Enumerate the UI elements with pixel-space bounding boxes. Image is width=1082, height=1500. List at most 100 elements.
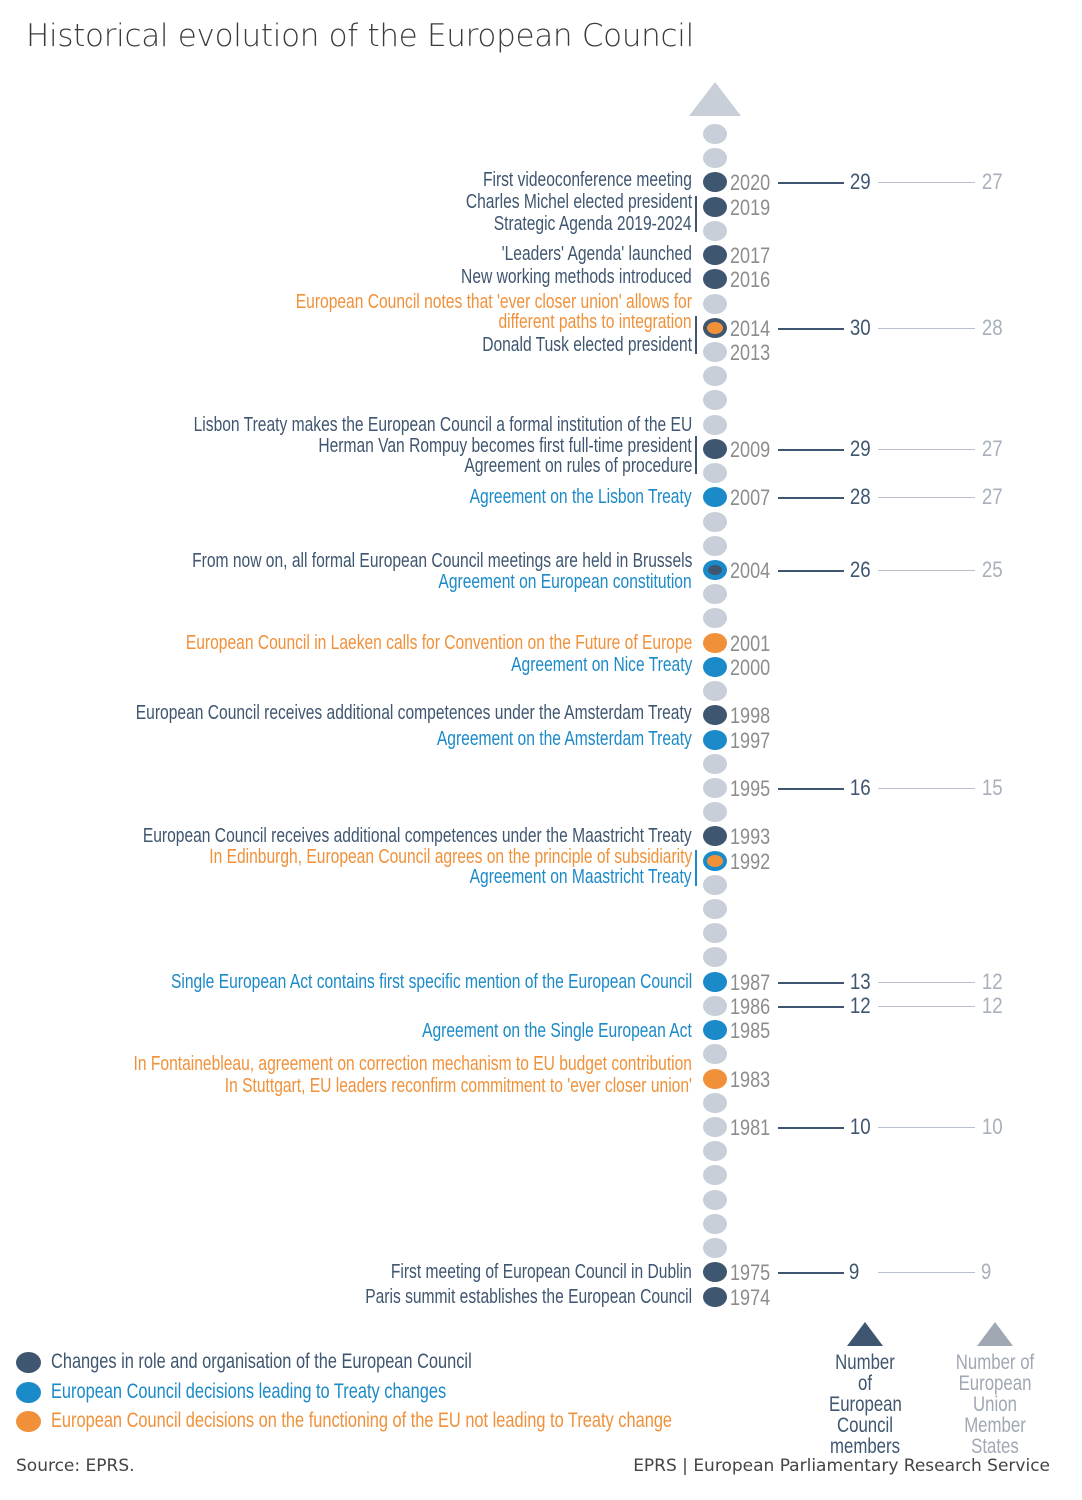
council-line <box>778 569 844 572</box>
column-header-label: Number of European Union Member States <box>955 1351 1035 1458</box>
states-count: 25 <box>981 556 1003 582</box>
timeline-dot <box>703 463 727 484</box>
states-count: 27 <box>981 484 1003 510</box>
event-label: Agreement on European constitution <box>438 571 692 593</box>
year-label: 2001 <box>730 630 771 656</box>
event-label: Agreement on the Amsterdam Treaty <box>437 728 692 750</box>
column-header-states: Number of European Union Member States <box>925 1322 1065 1457</box>
timeline-dot <box>703 172 727 193</box>
event-label: Paris summit establishes the European Co… <box>365 1286 692 1308</box>
timeline-dot <box>703 899 727 920</box>
event-label: In Fontainebleau, agreement on correctio… <box>133 1053 692 1075</box>
states-count: 28 <box>981 314 1003 340</box>
timeline-dot <box>703 559 727 580</box>
event-label: New working methods introduced <box>461 266 692 288</box>
timeline-dot <box>703 995 727 1016</box>
timeline-dot <box>703 1165 727 1186</box>
event-bracket <box>695 436 697 474</box>
states-count: 10 <box>981 1114 1003 1140</box>
timeline-dot <box>703 124 727 144</box>
triangle-up-icon <box>847 1322 883 1346</box>
column-header-label: Number of European Council members <box>829 1351 902 1458</box>
column-header-council: Number of European Council members <box>795 1322 935 1457</box>
event-label: Single European Act contains first speci… <box>170 971 692 993</box>
states-line <box>878 497 975 499</box>
timeline-arrow-icon <box>689 82 741 116</box>
page-title: Historical evolution of the European Cou… <box>26 18 694 54</box>
timeline-dot <box>703 414 727 435</box>
timeline-dot <box>703 269 727 290</box>
timeline-dot <box>703 826 727 847</box>
year-label: 2009 <box>730 436 771 462</box>
timeline-dot <box>703 196 727 217</box>
timeline-dot <box>703 777 727 798</box>
council-line <box>778 448 844 451</box>
legend-dot-icon <box>16 1410 41 1432</box>
year-label: 2014 <box>730 315 771 341</box>
states-count: 15 <box>981 774 1003 800</box>
timeline-dot <box>703 681 727 702</box>
legend-label: Changes in role and organisation of the … <box>51 1350 472 1374</box>
timeline-dot <box>703 317 727 338</box>
event-label: European Council in Laeken calls for Con… <box>185 632 692 654</box>
timeline-dot <box>703 1141 727 1162</box>
event-label: Agreement on Nice Treaty <box>510 654 692 676</box>
states-line <box>878 787 975 789</box>
event-label: different paths to integration <box>498 311 692 333</box>
timeline-dot <box>703 1213 727 1234</box>
timeline-dot <box>703 341 727 362</box>
timeline-dot <box>703 1068 727 1089</box>
year-label: 1993 <box>730 824 771 850</box>
states-line <box>878 448 975 450</box>
event-label: Donald Tusk elected president <box>482 334 692 356</box>
year-label: 1992 <box>730 848 771 874</box>
timeline-dot <box>703 656 727 677</box>
year-label: 1995 <box>730 775 771 801</box>
council-line <box>778 182 844 185</box>
council-line <box>778 981 844 984</box>
timeline-dot <box>703 148 727 169</box>
year-label: 1975 <box>730 1260 771 1286</box>
event-label: In Edinburgh, European Council agrees on… <box>208 846 692 868</box>
event-label: 'Leaders' Agenda' launched <box>501 243 692 265</box>
timeline-dot <box>703 1092 727 1113</box>
year-label: 1985 <box>730 1018 771 1044</box>
triangle-up-icon <box>977 1322 1013 1346</box>
legend-label: European Council decisions on the functi… <box>51 1409 673 1433</box>
council-count: 9 <box>848 1259 860 1285</box>
council-line <box>778 327 844 330</box>
states-count: 9 <box>980 1259 992 1285</box>
council-count: 30 <box>849 314 871 340</box>
year-label: 1974 <box>730 1284 771 1310</box>
timeline-dot <box>703 511 727 532</box>
timeline-dot <box>703 729 727 750</box>
legend-item-orange: European Council decisions on the functi… <box>16 1409 847 1433</box>
council-count: 26 <box>849 556 871 582</box>
event-label: In Stuttgart, EU leaders reconfirm commi… <box>224 1075 692 1097</box>
council-line <box>778 1005 844 1008</box>
credit: EPRS | European Parliamentary Research S… <box>633 1456 1050 1476</box>
states-count: 12 <box>981 992 1003 1018</box>
year-label: 1998 <box>730 703 771 729</box>
council-count: 29 <box>849 169 871 195</box>
event-bracket <box>695 316 697 354</box>
timeline-dot <box>703 293 727 314</box>
timeline-dot <box>703 850 727 871</box>
year-label: 2004 <box>730 557 771 583</box>
year-label: 2007 <box>730 485 771 511</box>
council-count: 13 <box>849 968 871 994</box>
timeline-dot <box>703 535 727 556</box>
event-label: European Council receives additional com… <box>143 825 692 847</box>
event-label: European Council notes that 'ever closer… <box>295 291 692 313</box>
states-count: 27 <box>981 169 1003 195</box>
timeline-dot <box>703 1020 727 1041</box>
event-label: First meeting of European Council in Dub… <box>391 1261 692 1283</box>
event-label: Strategic Agenda 2019-2024 <box>494 213 692 235</box>
year-label: 2000 <box>730 654 771 680</box>
year-label: 2017 <box>730 243 771 269</box>
council-count: 12 <box>849 992 871 1018</box>
council-line <box>778 1127 844 1130</box>
event-label: Herman Van Rompuy becomes first full-tim… <box>318 435 692 457</box>
legend-dot-icon <box>16 1351 41 1373</box>
